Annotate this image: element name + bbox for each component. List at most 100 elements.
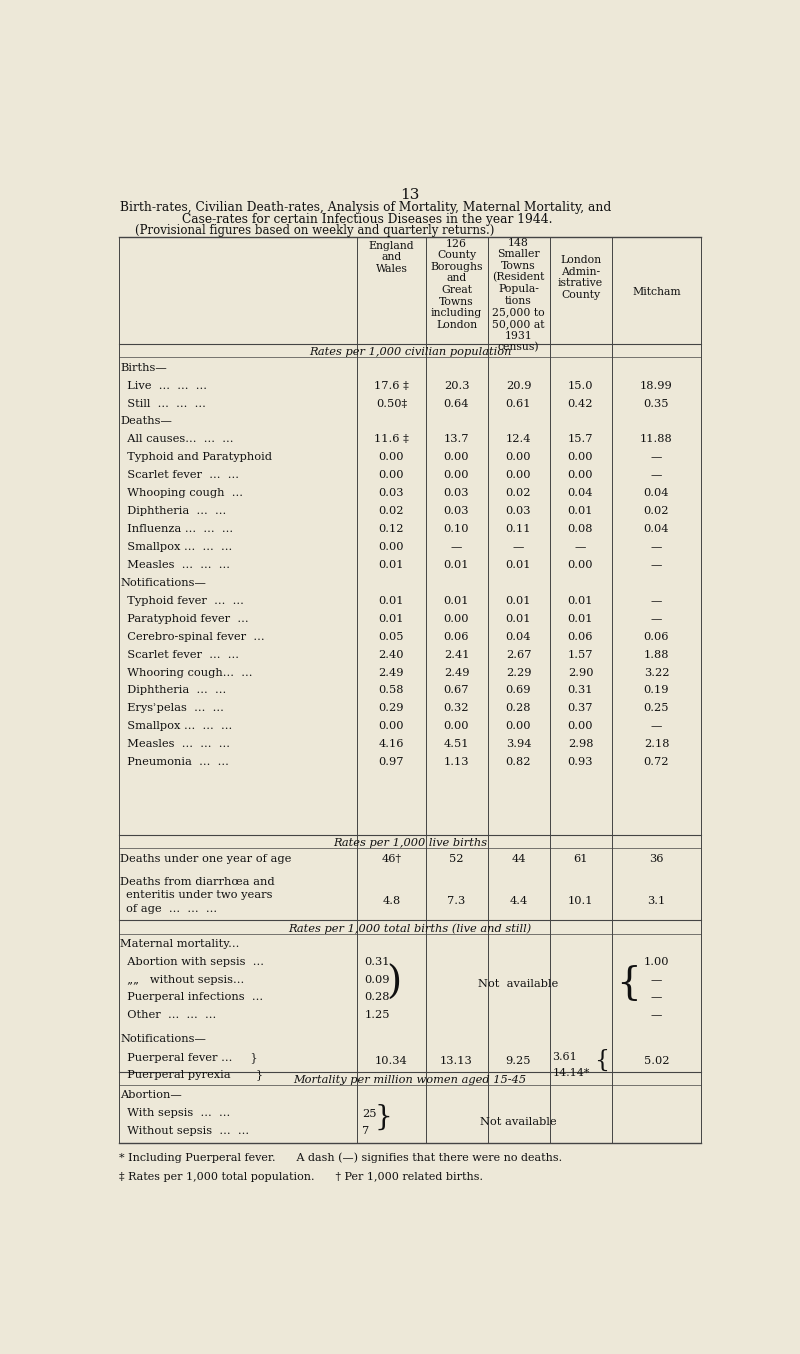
Text: 11.6 ‡: 11.6 ‡: [374, 435, 409, 444]
Text: 2.18: 2.18: [644, 739, 669, 749]
Text: ‡ Rates per 1,000 total population.      † Per 1,000 related births.: ‡ Rates per 1,000 total population. † Pe…: [118, 1171, 482, 1182]
Text: 0.12: 0.12: [378, 524, 404, 533]
Text: 0.03: 0.03: [378, 489, 404, 498]
Text: With sepsis  ...  ...: With sepsis ... ...: [121, 1108, 230, 1118]
Text: Notifications—: Notifications—: [121, 1034, 206, 1044]
Text: 0.00: 0.00: [378, 452, 404, 462]
Text: —: —: [650, 542, 662, 552]
Text: 0.01: 0.01: [506, 561, 531, 570]
Text: Smallpox ...  ...  ...: Smallpox ... ... ...: [121, 722, 233, 731]
Text: 0.50‡: 0.50‡: [376, 398, 407, 409]
Text: Rates per 1,000 total births (live and still): Rates per 1,000 total births (live and s…: [288, 923, 532, 934]
Text: 0.37: 0.37: [568, 703, 594, 714]
Text: Births—: Births—: [121, 363, 167, 372]
Text: 0.61: 0.61: [506, 398, 531, 409]
Text: 0.02: 0.02: [644, 506, 669, 516]
Text: 20.9: 20.9: [506, 380, 531, 390]
Text: 0.05: 0.05: [378, 631, 404, 642]
Text: (Provisional figures based on weekly and quarterly returns.): (Provisional figures based on weekly and…: [121, 223, 495, 237]
Text: 18.99: 18.99: [640, 380, 673, 390]
Text: 13.13: 13.13: [440, 1056, 473, 1066]
Text: Scarlet fever  ...  ...: Scarlet fever ... ...: [121, 650, 239, 659]
Text: Puerperal infections  ...: Puerperal infections ...: [121, 992, 263, 1002]
Text: {: {: [594, 1048, 609, 1071]
Text: Measles  ...  ...  ...: Measles ... ... ...: [121, 739, 230, 749]
Text: 4.16: 4.16: [378, 739, 404, 749]
Text: 0.10: 0.10: [444, 524, 470, 533]
Text: 0.00: 0.00: [378, 722, 404, 731]
Text: 0.01: 0.01: [568, 596, 594, 605]
Text: Rates per 1,000 live births: Rates per 1,000 live births: [333, 838, 487, 848]
Text: 4.51: 4.51: [444, 739, 470, 749]
Text: 36: 36: [649, 854, 664, 864]
Text: Abortion—: Abortion—: [121, 1090, 182, 1101]
Text: 11.88: 11.88: [640, 435, 673, 444]
Text: 0.11: 0.11: [506, 524, 531, 533]
Text: 1.13: 1.13: [444, 757, 470, 768]
Text: 0.06: 0.06: [444, 631, 470, 642]
Text: 2.49: 2.49: [378, 668, 404, 677]
Text: Rates per 1,000 civilian population: Rates per 1,000 civilian population: [309, 347, 511, 357]
Text: 0.00: 0.00: [444, 470, 470, 481]
Text: Diphtheria  ...  ...: Diphtheria ... ...: [121, 506, 226, 516]
Text: Without sepsis  ...  ...: Without sepsis ... ...: [121, 1125, 250, 1136]
Text: 1.25: 1.25: [365, 1010, 390, 1020]
Text: Measles  ...  ...  ...: Measles ... ... ...: [121, 561, 230, 570]
Text: 0.06: 0.06: [568, 631, 594, 642]
Text: 0.82: 0.82: [506, 757, 531, 768]
Text: —: —: [650, 596, 662, 605]
Text: 0.69: 0.69: [506, 685, 531, 696]
Text: 0.31: 0.31: [365, 957, 390, 967]
Text: Whooping cough  ...: Whooping cough ...: [121, 489, 243, 498]
Text: Case-rates for certain Infectious Diseases in the year 1944.: Case-rates for certain Infectious Diseas…: [121, 213, 553, 226]
Text: Deaths under one year of age: Deaths under one year of age: [121, 854, 292, 864]
Text: 3.61: 3.61: [553, 1052, 578, 1062]
Text: 0.04: 0.04: [506, 631, 531, 642]
Text: 0.67: 0.67: [444, 685, 470, 696]
Text: 13: 13: [400, 187, 420, 202]
Text: ): ): [386, 965, 402, 1002]
Text: Cerebro-spinal fever  ...: Cerebro-spinal fever ...: [121, 631, 265, 642]
Text: 0.35: 0.35: [644, 398, 669, 409]
Text: —: —: [650, 452, 662, 462]
Text: „„   without sepsis...: „„ without sepsis...: [121, 975, 245, 984]
Text: 0.01: 0.01: [506, 596, 531, 605]
Text: Puerperal pyrexia       }: Puerperal pyrexia }: [121, 1070, 263, 1080]
Text: Paratyphoid fever  ...: Paratyphoid fever ...: [121, 613, 249, 624]
Text: 0.32: 0.32: [444, 703, 470, 714]
Text: }: }: [374, 1104, 392, 1131]
Text: 0.03: 0.03: [506, 506, 531, 516]
Text: Typhoid fever  ...  ...: Typhoid fever ... ...: [121, 596, 244, 605]
Text: Maternal mortality...: Maternal mortality...: [121, 940, 240, 949]
Text: Not  available: Not available: [478, 979, 558, 988]
Text: 10.1: 10.1: [568, 896, 594, 906]
Text: 0.01: 0.01: [378, 561, 404, 570]
Text: 0.28: 0.28: [506, 703, 531, 714]
Text: London
Admin-
istrative
County: London Admin- istrative County: [558, 256, 603, 301]
Text: —: —: [451, 542, 462, 552]
Text: 0.19: 0.19: [644, 685, 669, 696]
Text: All causes...  ...  ...: All causes... ... ...: [121, 435, 234, 444]
Text: 0.01: 0.01: [378, 613, 404, 624]
Text: 9.25: 9.25: [506, 1056, 531, 1066]
Text: Birth-rates, Civilian Death-rates, Analysis of Mortality, Maternal Mortality, an: Birth-rates, Civilian Death-rates, Analy…: [121, 200, 612, 214]
Text: Still  ...  ...  ...: Still ... ... ...: [121, 398, 206, 409]
Text: 0.00: 0.00: [444, 613, 470, 624]
Text: England
and
Wales: England and Wales: [369, 241, 414, 274]
Text: —: —: [650, 470, 662, 481]
Text: Notifications—: Notifications—: [121, 578, 206, 588]
Text: Pneumonia  ...  ...: Pneumonia ... ...: [121, 757, 230, 768]
Text: 2.40: 2.40: [378, 650, 404, 659]
Text: 3.22: 3.22: [644, 668, 669, 677]
Text: 0.64: 0.64: [444, 398, 470, 409]
Text: 0.00: 0.00: [568, 452, 594, 462]
Text: 0.28: 0.28: [365, 992, 390, 1002]
Text: 2.98: 2.98: [568, 739, 594, 749]
Text: 3.94: 3.94: [506, 739, 531, 749]
Text: 0.01: 0.01: [568, 613, 594, 624]
Text: Not available: Not available: [480, 1117, 557, 1127]
Text: Smallpox ...  ...  ...: Smallpox ... ... ...: [121, 542, 233, 552]
Text: 0.72: 0.72: [644, 757, 669, 768]
Text: —: —: [575, 542, 586, 552]
Text: 4.8: 4.8: [382, 896, 401, 906]
